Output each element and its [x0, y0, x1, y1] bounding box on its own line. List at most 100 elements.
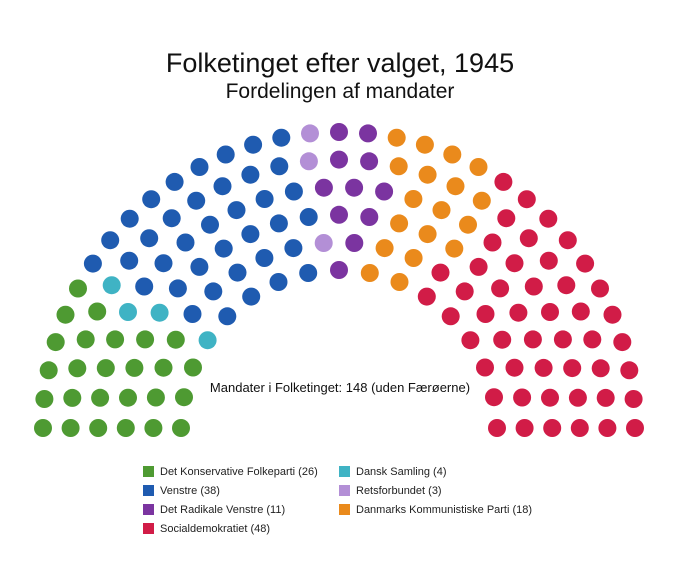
seat-dot	[150, 303, 169, 322]
seat-dot	[591, 279, 609, 298]
seat-dot	[270, 157, 289, 176]
seat-dot	[91, 388, 110, 407]
seat-dot	[89, 419, 108, 437]
seat-dot	[360, 264, 379, 282]
seat-dot	[491, 279, 510, 298]
seat-dot	[120, 209, 139, 228]
seat-dot	[493, 330, 512, 349]
legend-label: Socialdemokratiet (48)	[160, 522, 271, 535]
seat-dot	[620, 361, 639, 380]
seat-dot	[46, 333, 65, 352]
legend-label: Dansk Samling (4)	[356, 465, 447, 478]
seat-dot	[375, 239, 394, 258]
seat-dot	[513, 388, 532, 407]
seat-dot	[389, 157, 408, 176]
seat-dot	[299, 208, 318, 226]
legend-swatch	[143, 466, 154, 477]
seat-dot	[61, 419, 80, 437]
seat-dot	[76, 330, 95, 349]
seat-dot	[494, 172, 513, 191]
seat-dot	[596, 388, 615, 407]
seat-dot	[201, 215, 219, 234]
seat-dot	[375, 182, 394, 201]
legend-swatch	[339, 485, 350, 496]
seat-dot	[415, 135, 434, 154]
seat-dot	[404, 249, 423, 267]
seat-dot	[553, 330, 572, 349]
seat-dot	[459, 215, 477, 234]
legend-swatch	[339, 504, 350, 515]
seat-dot	[570, 419, 589, 437]
seat-dot	[106, 330, 125, 349]
legend-item: Dansk Samling (4)	[339, 462, 559, 481]
seat-dot	[101, 231, 120, 250]
seat-dot	[387, 128, 406, 147]
seat-dot	[183, 305, 202, 323]
legend-label: Danmarks Kommunistiske Parti (18)	[356, 503, 533, 516]
seat-dot	[571, 302, 590, 321]
seat-dot	[144, 419, 163, 437]
seat-dot	[515, 419, 534, 437]
legend-item: Det Radikale Venstre (11)	[143, 500, 339, 519]
legend-item: Det Konservative Folkeparti (26)	[143, 462, 339, 481]
seat-dot	[390, 214, 409, 233]
seat-dot	[613, 333, 632, 352]
seat-dot	[558, 231, 577, 250]
seat-dot	[517, 190, 536, 209]
legend-swatch	[143, 504, 154, 515]
seat-dot	[524, 277, 543, 296]
seat-dot	[241, 165, 260, 184]
seat-dot	[146, 388, 165, 407]
seat-dot	[227, 201, 246, 220]
legend-item: Venstre (38)	[143, 481, 339, 500]
seat-dot	[455, 282, 474, 301]
seat-dot	[576, 254, 595, 273]
seat-dot	[140, 229, 159, 248]
legend-swatch	[143, 523, 154, 534]
seat-dot	[330, 150, 348, 169]
seat-dot	[626, 419, 644, 437]
seat-dot	[228, 263, 247, 282]
seat-dot	[557, 276, 576, 295]
seat-dot	[241, 225, 260, 244]
seat-dot	[505, 254, 524, 273]
seat-dot	[198, 331, 217, 350]
seat-dot	[541, 388, 559, 407]
seat-dot	[505, 358, 524, 377]
chart-title: Folketinget efter valget, 1945	[165, 48, 515, 78]
seat-dot	[360, 208, 379, 226]
seat-dot	[154, 254, 173, 273]
seat-dot	[204, 282, 223, 301]
seat-dot	[125, 358, 144, 377]
seat-dot	[214, 239, 233, 258]
legend-label: Retsforbundet (3)	[356, 484, 442, 497]
seat-dot	[461, 331, 480, 350]
seat-dot	[418, 225, 437, 244]
seat-dot	[359, 124, 377, 143]
seat-dot	[523, 330, 542, 349]
seat-dot	[255, 190, 274, 208]
seat-dot	[299, 264, 318, 282]
seat-dot	[154, 358, 173, 377]
seat-dot	[56, 305, 75, 324]
seat-dot	[441, 307, 460, 326]
seat-dot	[314, 234, 333, 252]
seat-dot	[539, 251, 558, 270]
seat-dot	[330, 261, 348, 279]
seat-dot	[469, 158, 488, 176]
legend-label: Det Radikale Venstre (11)	[160, 503, 286, 516]
seat-dot	[598, 419, 617, 437]
seat-dot	[172, 419, 190, 437]
seat-dot	[485, 388, 503, 407]
seat-dot	[269, 273, 288, 291]
seat-dot	[583, 330, 602, 349]
seat-dot	[539, 209, 558, 228]
seat-dot	[272, 128, 291, 147]
seat-dot	[417, 287, 436, 306]
seat-dot	[432, 201, 451, 220]
seat-dot	[116, 419, 135, 437]
legend-swatch	[143, 485, 154, 496]
seat-dot	[69, 279, 87, 298]
seat-dot	[166, 330, 185, 349]
